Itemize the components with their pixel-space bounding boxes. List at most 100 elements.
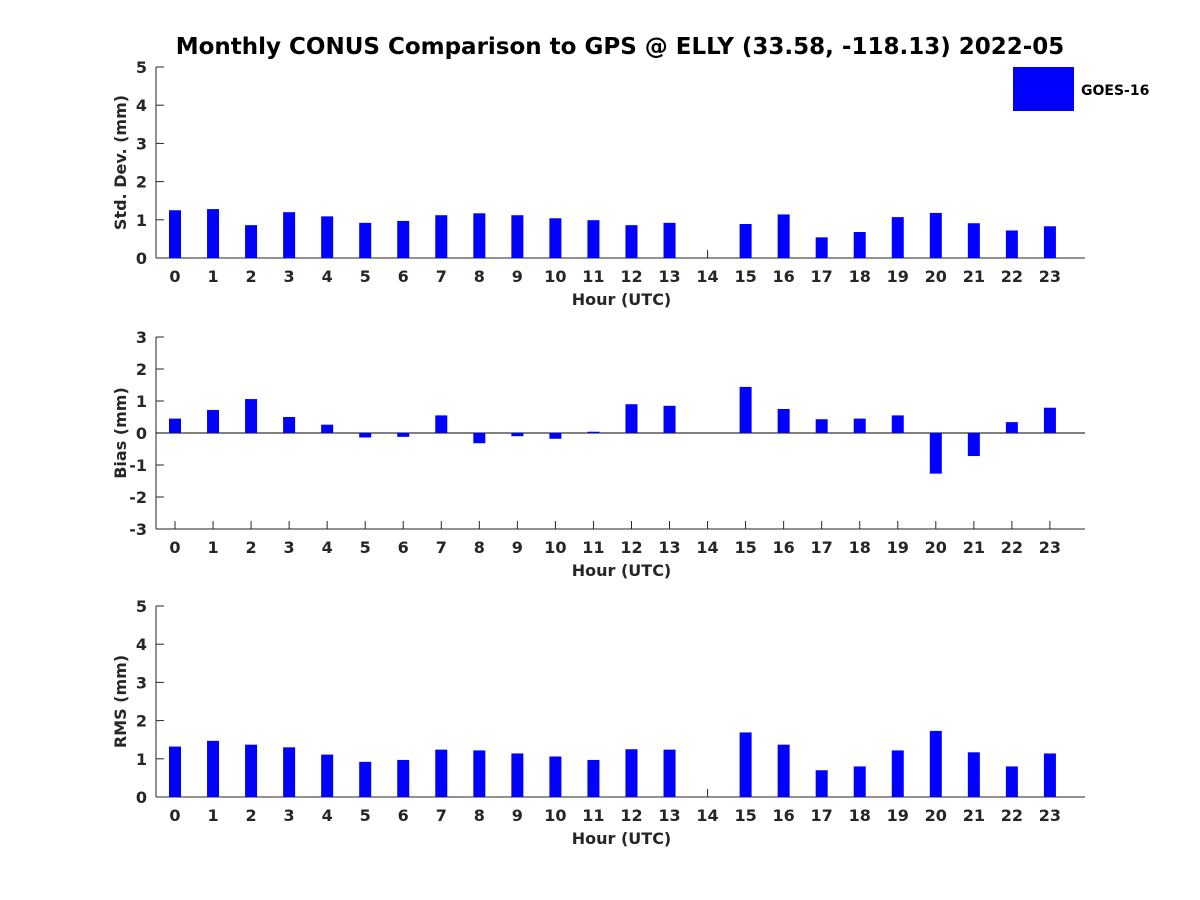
x-tick-label: 1 <box>207 267 218 286</box>
x-tick-label: 3 <box>284 267 295 286</box>
bar <box>587 220 600 258</box>
bar <box>929 730 942 797</box>
bar <box>929 212 942 258</box>
legend-label: GOES-16 <box>1081 83 1149 99</box>
y-tick-label: -3 <box>129 520 147 539</box>
x-tick-label: 16 <box>773 267 795 286</box>
x-tick-label: 9 <box>512 806 523 825</box>
bar <box>853 232 866 258</box>
x-tick-label: 14 <box>696 267 718 286</box>
bar <box>663 749 676 797</box>
bar <box>815 237 828 258</box>
x-tick-label: 20 <box>925 806 947 825</box>
x-axis-label: Hour (UTC) <box>572 290 672 309</box>
x-tick-label: 5 <box>360 538 371 557</box>
x-tick-label: 6 <box>398 267 409 286</box>
bar <box>663 405 676 433</box>
x-tick-label: 1 <box>207 538 218 557</box>
x-tick-label: 5 <box>360 267 371 286</box>
bar <box>891 750 904 797</box>
x-tick-label: 18 <box>849 538 871 557</box>
x-axis-label: Hour (UTC) <box>572 561 672 580</box>
bar <box>739 732 752 797</box>
y-tick-label: 2 <box>136 360 147 379</box>
bar <box>625 749 638 797</box>
bar <box>929 433 942 474</box>
bar <box>1005 766 1018 797</box>
bar <box>967 223 980 258</box>
x-tick-label: 13 <box>658 538 680 557</box>
y-tick-label: 5 <box>136 58 147 77</box>
bar <box>739 224 752 258</box>
bar <box>397 759 410 797</box>
x-tick-label: 3 <box>284 538 295 557</box>
bar <box>359 222 372 258</box>
x-tick-label: 19 <box>887 267 909 286</box>
bar <box>1005 230 1018 258</box>
x-tick-label: 23 <box>1039 538 1061 557</box>
bar <box>321 754 334 797</box>
y-axis-label: Bias (mm) <box>111 387 130 479</box>
legend: GOES-16 <box>1013 67 1149 111</box>
x-tick-label: 20 <box>925 538 947 557</box>
bar <box>777 744 790 797</box>
y-axis-label: Std. Dev. (mm) <box>111 95 130 230</box>
bar <box>511 433 524 437</box>
x-tick-label: 9 <box>512 538 523 557</box>
bar <box>511 753 524 797</box>
x-tick-label: 18 <box>849 806 871 825</box>
bar <box>169 210 181 258</box>
x-tick-label: 10 <box>544 806 566 825</box>
bar <box>283 747 296 797</box>
x-tick-label: 13 <box>658 806 680 825</box>
bar <box>587 431 600 433</box>
bar <box>473 433 486 444</box>
bar <box>435 415 448 433</box>
x-tick-label: 14 <box>696 806 718 825</box>
x-tick-label: 10 <box>544 267 566 286</box>
y-tick-label: 3 <box>136 134 147 153</box>
legend-swatch <box>1013 67 1074 111</box>
bar <box>891 217 904 258</box>
bar <box>473 213 486 258</box>
x-tick-label: 15 <box>734 538 756 557</box>
y-tick-label: 1 <box>136 750 147 769</box>
bar <box>663 222 676 258</box>
x-tick-label: 0 <box>169 806 180 825</box>
y-tick-label: -2 <box>129 488 147 507</box>
x-tick-label: 17 <box>811 806 833 825</box>
bar <box>283 417 296 433</box>
x-tick-label: 22 <box>1001 267 1023 286</box>
x-tick-label: 11 <box>582 538 604 557</box>
bar <box>245 744 258 797</box>
y-axis-label: RMS (mm) <box>111 655 130 748</box>
x-tick-label: 10 <box>544 538 566 557</box>
y-tick-label: 0 <box>136 249 147 268</box>
y-tick-label: 1 <box>136 392 147 411</box>
bar <box>207 209 220 258</box>
bar <box>853 418 866 433</box>
x-tick-label: 19 <box>887 806 909 825</box>
x-tick-label: 18 <box>849 267 871 286</box>
x-tick-label: 2 <box>246 267 257 286</box>
y-tick-label: 2 <box>136 712 147 731</box>
bar <box>397 433 410 437</box>
x-tick-label: 7 <box>436 538 447 557</box>
x-tick-label: 20 <box>925 267 947 286</box>
x-tick-label: 7 <box>436 267 447 286</box>
x-tick-label: 15 <box>734 267 756 286</box>
bar <box>169 418 181 433</box>
bar <box>1005 422 1018 433</box>
x-tick-label: 5 <box>360 806 371 825</box>
x-tick-label: 11 <box>582 806 604 825</box>
x-tick-label: 2 <box>246 806 257 825</box>
x-tick-label: 16 <box>773 806 795 825</box>
chart-title: Monthly CONUS Comparison to GPS @ ELLY (… <box>176 34 1065 60</box>
x-tick-label: 7 <box>436 806 447 825</box>
x-tick-label: 21 <box>963 806 985 825</box>
x-tick-label: 0 <box>169 267 180 286</box>
bar <box>359 433 372 438</box>
